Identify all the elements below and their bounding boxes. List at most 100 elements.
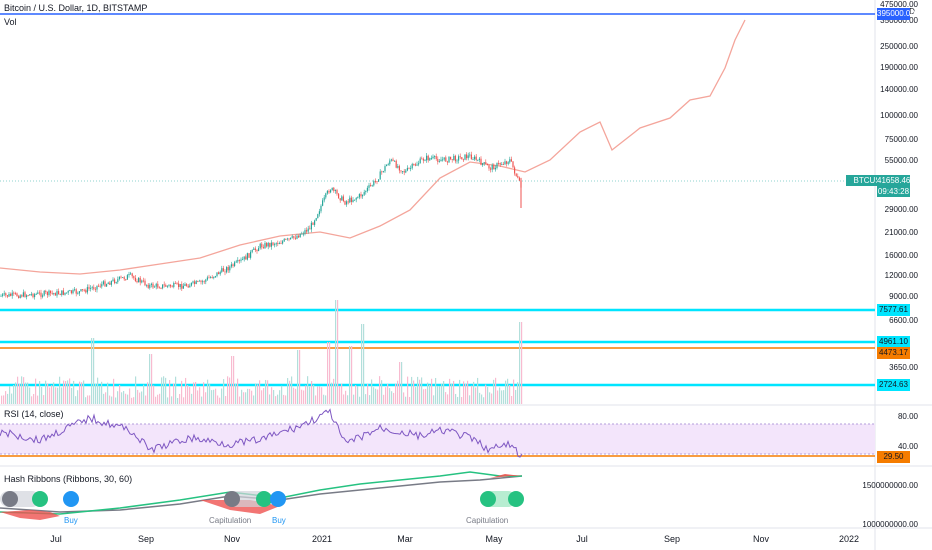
- volume-bar: [411, 376, 413, 404]
- candle: [405, 170, 407, 173]
- candle: [283, 239, 285, 242]
- candle: [170, 284, 172, 287]
- volume-bar: [93, 338, 95, 404]
- volume-bar: [207, 379, 209, 404]
- volume-bar: [491, 393, 493, 404]
- candlestick-series[interactable]: [0, 151, 522, 300]
- candle: [392, 159, 394, 161]
- candle: [14, 293, 16, 294]
- candle: [3, 293, 5, 295]
- volume-bar: [301, 389, 303, 404]
- ribbon-label-buy-2: Buy: [272, 516, 286, 525]
- volume-bar: [417, 376, 419, 404]
- candle: [58, 291, 60, 295]
- candle: [366, 187, 368, 191]
- volume-bar: [471, 385, 473, 404]
- hash-ribbons-title[interactable]: Hash Ribbons (Ribbons, 30, 60): [4, 474, 133, 484]
- volume-bar: [141, 391, 143, 404]
- ribbon-slow: [0, 475, 523, 513]
- volume-bar: [441, 383, 443, 404]
- candle: [427, 155, 429, 161]
- candle: [224, 271, 226, 273]
- volume-bar: [257, 384, 259, 404]
- volume-bar: [357, 386, 359, 404]
- volume-bar: [437, 385, 439, 404]
- rsi-tick-80: 80.00: [897, 412, 918, 421]
- candle: [498, 163, 500, 164]
- volume-bar: [127, 394, 129, 404]
- candle: [163, 284, 165, 286]
- candle: [158, 287, 160, 289]
- time-tick: Nov: [752, 534, 770, 544]
- candle: [310, 222, 312, 230]
- candle: [230, 264, 232, 267]
- candle: [142, 280, 144, 282]
- candle: [480, 158, 482, 166]
- candle: [357, 197, 359, 199]
- volume-bar: [27, 382, 29, 404]
- candle: [270, 242, 272, 247]
- top-line-tag: 395000.00: [877, 8, 915, 20]
- candle: [314, 220, 316, 225]
- candle: [400, 170, 402, 172]
- volume-bar: [77, 390, 79, 404]
- price-tick: 9000.00: [889, 292, 918, 301]
- candle: [53, 293, 55, 294]
- volume-bar: [381, 380, 383, 404]
- rsi-title[interactable]: RSI (14, close): [4, 409, 64, 419]
- volume-bar: [97, 377, 99, 404]
- candle: [331, 187, 333, 191]
- volume-bar: [63, 380, 65, 404]
- candle: [378, 179, 380, 182]
- candle: [21, 295, 23, 297]
- candle: [488, 165, 490, 169]
- candle: [93, 287, 95, 289]
- volume-bar: [45, 380, 47, 404]
- volume-bar: [165, 377, 167, 404]
- candle: [45, 290, 47, 293]
- candle: [22, 292, 24, 297]
- symbol-title[interactable]: Bitcoin / U.S. Dollar, 1D, BITSTAMP: [4, 3, 148, 13]
- candle: [147, 284, 149, 288]
- candle: [6, 295, 8, 297]
- volume-bar: [221, 388, 223, 404]
- volume-bar: [105, 392, 107, 404]
- candle: [30, 293, 32, 295]
- volume-bar: [323, 394, 325, 404]
- price-tick: 475000.00: [880, 0, 918, 9]
- time-tick: Mar: [397, 534, 413, 544]
- candle: [499, 163, 501, 165]
- volume-bar: [71, 387, 73, 404]
- candle: [403, 171, 405, 173]
- volume-bar: [163, 376, 165, 404]
- candle: [240, 259, 242, 261]
- volume-bar: [347, 395, 349, 404]
- volume-bar: [15, 382, 17, 404]
- candle: [381, 171, 383, 173]
- volume-bar: [331, 382, 333, 404]
- candle: [259, 243, 261, 249]
- candle: [424, 160, 426, 162]
- candle: [114, 279, 116, 284]
- volume-bar: [9, 386, 11, 404]
- candle: [323, 197, 325, 201]
- volume-label[interactable]: Vol: [4, 17, 17, 27]
- candle: [59, 294, 61, 295]
- volume-bar: [483, 397, 485, 404]
- candle: [456, 160, 458, 162]
- candle: [130, 273, 132, 275]
- price-tick: 3650.00: [889, 363, 918, 372]
- vol-level-tag-2: 4961.10: [877, 336, 910, 348]
- candle: [86, 287, 88, 293]
- candle: [374, 181, 376, 182]
- volume-bar: [67, 380, 69, 404]
- candle: [48, 290, 50, 296]
- candle: [26, 295, 28, 298]
- volume-bar: [217, 395, 219, 404]
- candle: [398, 166, 400, 171]
- volume-bar: [423, 389, 425, 404]
- volume-bar: [401, 362, 403, 404]
- volume-bar: [119, 384, 121, 404]
- candle: [254, 248, 256, 251]
